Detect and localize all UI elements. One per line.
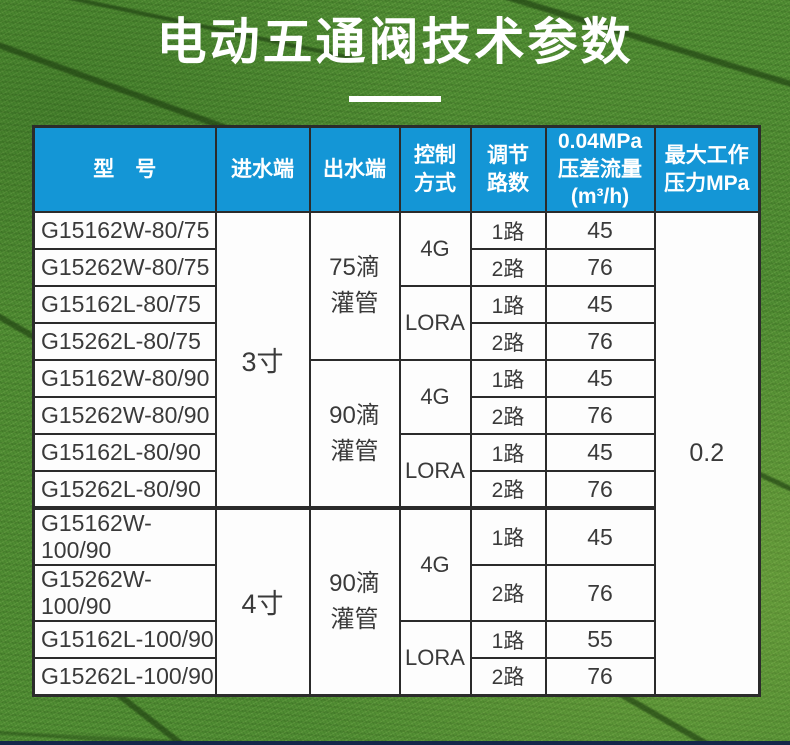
header-outlet: 出水端 — [308, 125, 401, 214]
inlet-span-cell: 4寸 — [214, 506, 311, 697]
table-row: G15162L-80/75 LORA 1路 45 — [32, 285, 760, 362]
table-row: G15162W-100/90 4寸 90滴 灌管 4G 1路 45 — [32, 506, 760, 697]
table-row: G15162W-80/75 3寸 75滴 灌管 4G 1路 45 0.2 — [32, 211, 761, 697]
inlet-span-cell: 3寸 — [214, 211, 311, 510]
field-path-line — [613, 688, 790, 745]
page-title: 电动五通阀技术参数 — [156, 14, 634, 70]
flow-cell: 45 — [544, 433, 656, 473]
table-row: G15262W-80/90 2路 76 — [32, 396, 760, 436]
flow-cell: 45 — [544, 506, 656, 567]
table-row: G15162W-80/90 90滴 灌管 4G 1路 45 — [32, 359, 760, 510]
table-row: G15262L-80/90 2路 76 — [32, 470, 760, 510]
table-row: G15262L-100/90 2路 76 — [32, 657, 760, 697]
header-pressure: 最大工作 压力MPa — [653, 125, 761, 214]
flow-cell: 45 — [544, 211, 656, 251]
flow-cell: 76 — [544, 564, 656, 623]
table-row: G15262W-100/90 2路 76 — [32, 564, 760, 623]
channel-cell: 1路 — [469, 506, 547, 567]
header-channels: 调节 路数 — [469, 125, 547, 214]
control-span-cell: LORA — [398, 620, 472, 697]
model-cell: G15162L-100/90 — [32, 620, 217, 660]
channel-cell: 2路 — [469, 248, 547, 288]
table-row: G15162L-80/90 LORA 1路 45 — [32, 433, 760, 510]
header-control: 控制 方式 — [398, 125, 472, 214]
channel-cell: 1路 — [469, 285, 547, 325]
channel-cell: 2路 — [469, 322, 547, 362]
channel-cell: 2路 — [469, 396, 547, 436]
flow-cell: 45 — [544, 285, 656, 325]
control-span-cell: LORA — [398, 433, 472, 510]
flow-cell: 76 — [544, 396, 656, 436]
channel-cell: 1路 — [469, 433, 547, 473]
channel-cell: 1路 — [469, 620, 547, 660]
pressure-span-cell: 0.2 — [653, 211, 761, 697]
flow-cell: 76 — [544, 470, 656, 510]
table-row: G15262W-80/75 2路 76 — [32, 248, 760, 288]
header-model: 型 号 — [32, 125, 217, 214]
model-cell: G15262W-100/90 — [32, 564, 217, 623]
model-cell: G15262W-80/75 — [32, 248, 217, 288]
model-cell: G15162L-80/75 — [32, 285, 217, 325]
flow-cell: 45 — [544, 359, 656, 399]
flow-cell: 76 — [544, 657, 656, 697]
control-span-cell: 4G — [398, 359, 472, 436]
channel-cell: 2路 — [469, 470, 547, 510]
table-row: G15262L-80/75 2路 76 — [32, 322, 760, 362]
channel-cell: 2路 — [469, 657, 547, 697]
title-underline-dash — [349, 96, 441, 102]
flow-cell: 55 — [544, 620, 656, 660]
spec-table: 型 号 进水端 出水端 控制 方式 调节 路数 0.04MPa 压差流量 (m³… — [32, 125, 761, 697]
model-cell: G15262L-80/75 — [32, 322, 217, 362]
flow-cell: 76 — [544, 248, 656, 288]
header-inlet: 进水端 — [214, 125, 311, 214]
control-span-cell: 4G — [398, 506, 472, 623]
header-row: 型 号 进水端 出水端 控制 方式 调节 路数 0.04MPa 压差流量 (m³… — [32, 125, 761, 214]
header-flow: 0.04MPa 压差流量 (m³/h) — [544, 125, 656, 214]
channel-cell: 1路 — [469, 211, 547, 251]
table-row: G15162L-100/90 LORA 1路 55 — [32, 620, 760, 697]
flow-cell: 76 — [544, 322, 656, 362]
model-cell: G15262L-100/90 — [32, 657, 217, 697]
channel-cell: 2路 — [469, 564, 547, 623]
control-span-cell: LORA — [398, 285, 472, 362]
model-cell: G15162L-80/90 — [32, 433, 217, 473]
outlet-span-cell: 90滴 灌管 — [308, 359, 401, 510]
control-span-cell: 4G — [398, 211, 472, 288]
bottom-navy-strip — [0, 741, 790, 745]
model-cell: G15162W-80/90 — [32, 359, 217, 399]
spec-table-container: 型 号 进水端 出水端 控制 方式 调节 路数 0.04MPa 压差流量 (m³… — [32, 125, 761, 697]
channel-cell: 1路 — [469, 359, 547, 399]
model-cell: G15262W-80/90 — [32, 396, 217, 436]
model-cell: G15162W-100/90 — [32, 506, 217, 567]
model-cell: G15262L-80/90 — [32, 470, 217, 510]
outlet-span-cell: 75滴 灌管 — [308, 211, 401, 362]
model-cell: G15162W-80/75 — [32, 211, 217, 251]
outlet-span-cell: 90滴 灌管 — [308, 506, 401, 697]
